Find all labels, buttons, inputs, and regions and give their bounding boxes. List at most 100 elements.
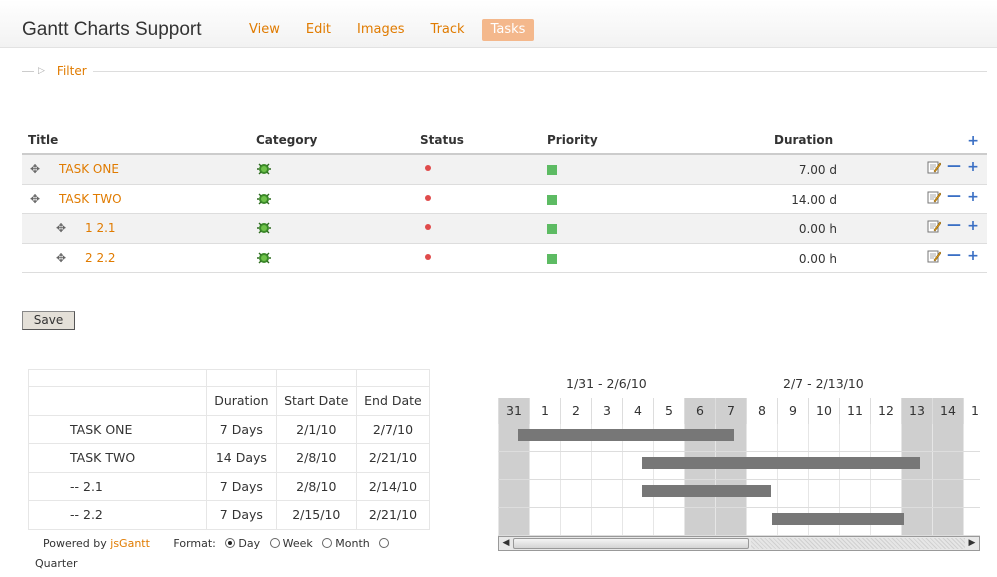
task-row: ✥ 2 2.2 0.00 h — + <box>22 244 987 273</box>
day-column <box>870 424 901 536</box>
day-label: 10 <box>808 398 839 424</box>
gantt-task-start: 2/8/10 <box>275 471 357 501</box>
day-label: 5 <box>653 398 684 424</box>
format-month-radio[interactable] <box>322 538 333 548</box>
format-day-radio[interactable] <box>225 538 236 548</box>
nav-tabs: View Edit Images Track Tasks <box>240 19 542 41</box>
day-column <box>622 424 653 536</box>
tab-track[interactable]: Track <box>430 22 465 37</box>
drag-handle-icon[interactable]: ✥ <box>55 221 67 235</box>
edit-icon[interactable] <box>927 249 941 263</box>
gantt-task-duration: 14 Days <box>206 443 277 473</box>
gantt-bar[interactable] <box>642 485 772 497</box>
day-label: 7 <box>715 398 746 424</box>
gantt-task-duration: 7 Days <box>206 500 277 530</box>
task-duration: 0.00 h <box>798 251 837 266</box>
format-week-radio[interactable] <box>269 538 280 548</box>
gantt-grid <box>498 424 980 536</box>
task-row: ✥ 1 2.1 0.00 h — + <box>22 214 987 244</box>
edit-icon[interactable] <box>927 190 941 204</box>
day-column <box>839 424 870 536</box>
remove-task-icon[interactable]: — <box>947 217 961 233</box>
tab-tasks[interactable]: Tasks <box>481 19 535 41</box>
priority-square-icon <box>547 194 557 205</box>
gantt-scrollbar[interactable]: ◀ ▶ <box>498 536 980 551</box>
day-label: 31 <box>498 398 529 424</box>
gantt-chart-row <box>498 508 980 536</box>
edit-icon[interactable] <box>927 219 941 233</box>
day-label: 8 <box>746 398 777 424</box>
gantt-chart: 1/31 - 2/6/10 2/7 - 2/13/10 31 1 2 3 4 5 6 7 8 9 1… <box>498 374 980 552</box>
day-label: 11 <box>839 398 870 424</box>
day-column <box>653 424 684 536</box>
gantt-col-name <box>28 386 207 416</box>
task-title-link[interactable]: 2 2.2 <box>85 250 116 265</box>
gantt-list-header: Duration Start Date End Date <box>28 386 431 416</box>
remove-task-icon[interactable]: — <box>947 246 961 263</box>
day-column <box>560 424 591 536</box>
status-dot-icon <box>425 165 431 171</box>
gantt-chart-row <box>498 480 980 508</box>
task-title-link[interactable]: 1 2.1 <box>85 221 116 235</box>
drag-handle-icon[interactable]: ✥ <box>29 191 41 206</box>
edit-icon[interactable] <box>927 160 941 174</box>
gantt-list-row: -- 2.2 7 Days 2/15/10 2/21/10 <box>28 500 431 530</box>
gantt-week-header: 1/31 - 2/6/10 2/7 - 2/13/10 <box>498 374 980 398</box>
scroll-right-icon[interactable]: ▶ <box>968 538 976 548</box>
col-category: Category <box>256 133 318 147</box>
week-label: 2/7 - 2/13/10 <box>783 376 864 391</box>
format-quarter-label: Quarter <box>35 557 78 570</box>
save-button[interactable]: Save <box>22 311 75 330</box>
day-label: 3 <box>591 398 622 424</box>
gantt-footer: Powered by jsGantt Format: Day Week Mont… <box>28 534 430 574</box>
tab-view[interactable]: View <box>249 22 280 37</box>
scroll-left-icon[interactable]: ◀ <box>502 538 510 548</box>
add-task-icon[interactable]: + <box>967 133 979 149</box>
gantt-task-duration: 7 Days <box>206 414 277 444</box>
priority-square-icon <box>547 253 557 264</box>
drag-handle-icon[interactable]: ✥ <box>55 250 67 265</box>
gantt-list-row: TASK ONE 7 Days 2/1/10 2/7/10 <box>28 414 431 444</box>
task-duration: 14.00 d <box>791 192 837 207</box>
gantt-chart-row <box>498 452 980 480</box>
gantt-bar[interactable] <box>772 513 905 525</box>
day-column <box>777 424 808 536</box>
tab-images[interactable]: Images <box>357 22 405 37</box>
filter-toggle[interactable]: ▷ Filter <box>22 63 93 79</box>
scroll-thumb[interactable] <box>513 538 749 549</box>
status-dot-icon <box>425 253 431 260</box>
gantt-col-end: End Date <box>355 386 431 416</box>
drag-handle-icon[interactable]: ✥ <box>29 162 41 176</box>
format-label: Format: <box>173 537 216 550</box>
gantt-task-start: 2/1/10 <box>275 414 357 444</box>
task-title-link[interactable]: TASK TWO <box>59 191 122 206</box>
col-duration: Duration <box>774 133 834 147</box>
add-subtask-icon[interactable]: + <box>967 218 979 234</box>
day-label: 4 <box>622 398 653 424</box>
add-subtask-icon[interactable]: + <box>967 188 979 205</box>
gantt-task-start: 2/15/10 <box>275 500 357 530</box>
task-row: ✥ TASK TWO 14.00 d — + <box>22 185 987 214</box>
task-title-link[interactable]: TASK ONE <box>59 162 119 176</box>
remove-task-icon[interactable]: — <box>947 187 961 204</box>
day-column <box>901 424 932 536</box>
add-subtask-icon[interactable]: + <box>967 247 979 264</box>
task-duration: 0.00 h <box>798 222 837 236</box>
remove-task-icon[interactable]: — <box>947 158 961 174</box>
gantt-task-end: 2/7/10 <box>355 414 431 444</box>
gantt-list-row: -- 2.1 7 Days 2/8/10 2/14/10 <box>28 471 431 501</box>
gantt-bar[interactable] <box>642 457 920 469</box>
scroll-track[interactable] <box>751 538 965 549</box>
bug-category-icon <box>257 252 271 263</box>
gantt-bar[interactable] <box>518 429 734 441</box>
tab-edit[interactable]: Edit <box>305 22 332 37</box>
filter-label[interactable]: Filter <box>56 64 87 78</box>
task-row: ✥ TASK ONE 7.00 d — + <box>22 155 987 185</box>
format-month-label: Month <box>335 537 370 550</box>
gantt-list-spacer <box>28 369 431 387</box>
add-subtask-icon[interactable]: + <box>967 159 979 175</box>
gantt-task-name: TASK ONE <box>28 414 207 444</box>
gantt-list-row: TASK TWO 14 Days 2/8/10 2/21/10 <box>28 443 431 473</box>
format-quarter-radio[interactable] <box>379 538 390 548</box>
jsgantt-link[interactable]: jsGantt <box>110 537 150 550</box>
